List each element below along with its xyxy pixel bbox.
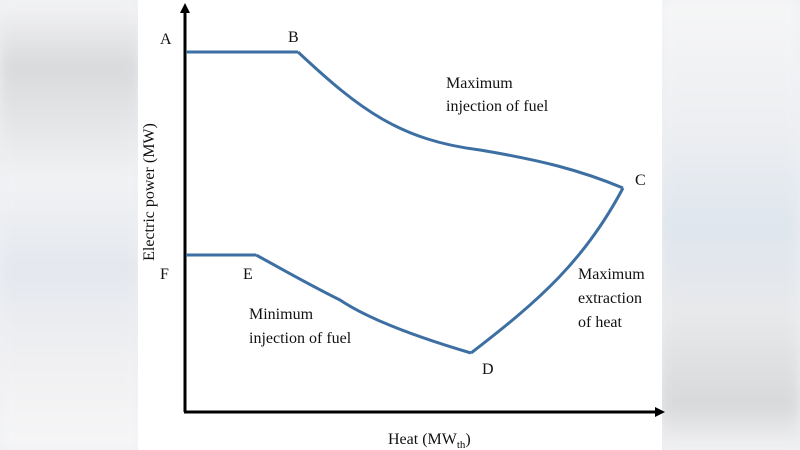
blurred-background-left xyxy=(0,0,140,450)
curve-d-e-min-fuel xyxy=(255,253,472,355)
annotation-min-fuel-line2: injection of fuel xyxy=(249,330,352,347)
blurred-background-right xyxy=(660,0,800,450)
x-axis-label-subscript: th xyxy=(457,439,466,450)
annotation-max-heat-line3: of heat xyxy=(578,314,623,331)
annotation-max-fuel-line2: injection of fuel xyxy=(446,98,549,115)
point-label-e: E xyxy=(243,266,253,283)
x-axis-label-main: Heat (MW xyxy=(388,431,458,448)
x-axis-label: Heat (MWth) xyxy=(388,431,471,450)
curve-c-d-max-heat xyxy=(470,187,625,355)
diagram-panel xyxy=(138,0,662,450)
point-label-d: D xyxy=(482,361,494,378)
curve-b-c-max-fuel xyxy=(296,50,624,190)
y-axis-label: Electric power (MW) xyxy=(141,123,158,261)
point-label-b: B xyxy=(288,29,299,46)
point-label-c: C xyxy=(635,172,646,189)
point-label-f: F xyxy=(160,266,169,283)
x-axis-label-close: ) xyxy=(465,431,470,448)
annotation-max-fuel-line1: Maximum xyxy=(446,75,513,92)
annotation-max-heat-line1: Maximum xyxy=(578,266,645,283)
annotation-max-heat-line2: extraction xyxy=(578,290,642,307)
point-label-a: A xyxy=(160,31,172,48)
annotation-min-fuel-line1: Minimum xyxy=(249,306,314,323)
